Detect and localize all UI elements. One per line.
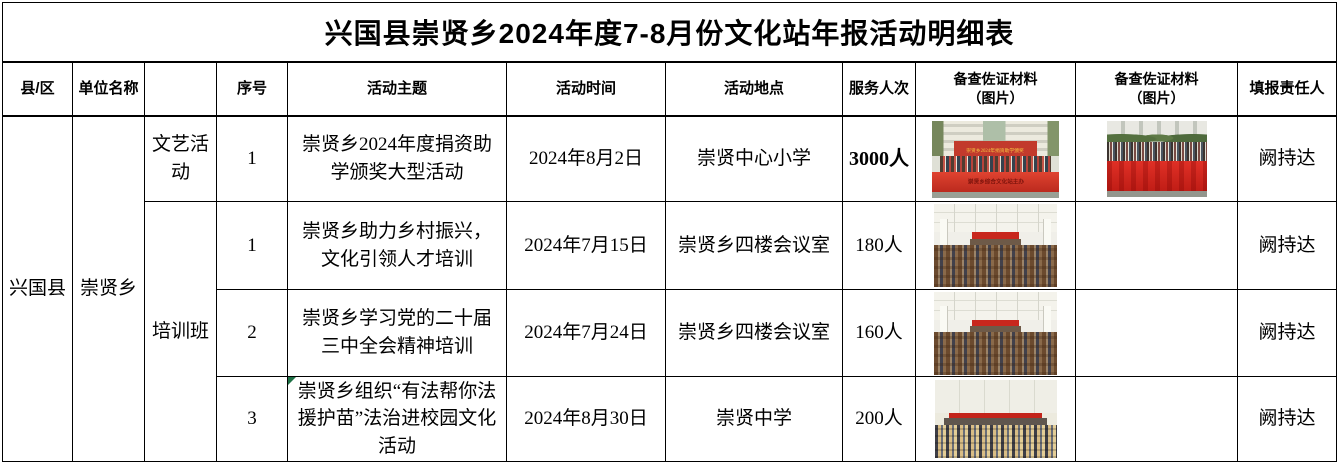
photo-red-banner [972, 232, 1019, 239]
col-header-county: 县/区 [2, 61, 73, 117]
page-title: 兴国县崇贤乡2024年度7-8月份文化站年报活动明细表 [1, 2, 1338, 63]
cell-time: 2024年8月30日 [506, 376, 666, 462]
cell-serial: 1 [216, 201, 288, 290]
photo-ground-layer [1106, 190, 1207, 197]
photo-ceiling-layer [934, 204, 1057, 233]
award-ceremony-photo: 崇贤乡2024年捐资助学颁奖 崇贤乡综合文化站主办 [932, 120, 1059, 198]
cell-unit-name: 崇贤乡 [72, 115, 145, 462]
cell-theme: 崇贤乡学习党的二十届三中全会精神培训 [287, 289, 507, 377]
photo-column-right [1043, 218, 1051, 271]
photo-red-stage: 崇贤乡综合文化站主办 [932, 172, 1059, 193]
photo-column-left [940, 218, 948, 271]
cell-location: 崇贤乡四楼会议室 [665, 201, 843, 290]
photo-head-table [969, 238, 1022, 245]
cell-location: 崇贤中心小学 [665, 115, 843, 202]
evidence-header-line2: （图片） [1128, 90, 1185, 106]
cell-attendance: 180人 [842, 201, 916, 290]
cell-serial: 3 [216, 376, 288, 462]
outdoor-crowd-photo [1106, 121, 1207, 197]
cell-evidence-2 [1075, 115, 1238, 202]
table-row: 培训班 1 崇贤乡助力乡村振兴，文化引领人才培训 2024年7月15日 崇贤乡四… [3, 201, 1338, 462]
cell-evidence-2 [1075, 289, 1238, 377]
header-row: 县/区 单位名称 序号 活动主题 活动时间 活动地点 服务人次 备查佐证材料 （… [2, 61, 1338, 117]
cell-category-training: 培训班 [144, 201, 217, 462]
cell-evidence-1 [915, 289, 1076, 377]
theme-text: 崇贤乡组织“有法帮你法援护苗”法治进校园文化活动 [297, 380, 497, 457]
school-auditorium-photo [934, 380, 1057, 458]
cell-evidence-1: 崇贤乡2024年捐资助学颁奖 崇贤乡综合文化站主办 [915, 115, 1076, 202]
excel-error-triangle-icon [288, 377, 296, 385]
cell-serial: 2 [216, 289, 288, 377]
photo-backdrop-text: 崇贤乡2024年捐资助学颁奖 [966, 148, 1025, 154]
cell-time: 2024年7月15日 [506, 201, 666, 290]
photo-audience-layer [934, 332, 1057, 375]
cell-county: 兴国县 [2, 115, 73, 462]
cell-location: 崇贤中学 [665, 376, 843, 462]
cell-location: 崇贤乡四楼会议室 [665, 289, 843, 377]
cell-evidence-2 [1075, 201, 1238, 290]
cell-attendance: 160人 [842, 289, 916, 377]
col-header-time: 活动时间 [506, 61, 666, 117]
col-header-unit-name: 单位名称 [72, 61, 145, 117]
photo-crowd-layer [1106, 142, 1207, 166]
photo-ceiling-layer [934, 291, 1057, 320]
col-header-attendance: 服务人次 [842, 61, 916, 117]
photo-column-left [940, 306, 948, 358]
photo-red-banner [949, 412, 1042, 419]
cell-reporter: 阙持达 [1236, 115, 1338, 202]
col-header-evidence-1: 备查佐证材料 （图片） [915, 61, 1076, 117]
photo-audience-layer [934, 244, 1057, 287]
cell-evidence-2 [1075, 376, 1238, 462]
cell-evidence-1 [915, 201, 1076, 290]
cell-theme: 崇贤乡2024年度捐资助学颁奖大型活动 [287, 115, 507, 202]
evidence-header-line1: 备查佐证材料 [1114, 71, 1199, 88]
col-header-category [144, 61, 217, 117]
cell-category-art: 文艺活动 [144, 115, 217, 202]
cell-theme: 崇贤乡组织“有法帮你法援护苗”法治进校园文化活动 [287, 376, 507, 462]
photo-ceiling-layer [934, 380, 1057, 413]
col-header-theme: 活动主题 [287, 61, 507, 117]
cell-reporter: 阙持达 [1236, 289, 1338, 377]
title-row: 兴国县崇贤乡2024年度7-8月份文化站年报活动明细表 [1, 2, 1338, 63]
photo-red-banner [972, 319, 1019, 327]
evidence-header-line1: 备查佐证材料 [953, 71, 1038, 88]
table-row: 3 崇贤乡组织“有法帮你法援护苗”法治进校园文化活动 2024年8月30日 崇贤… [3, 376, 1338, 462]
cell-time: 2024年8月2日 [506, 115, 666, 202]
col-header-evidence-2: 备查佐证材料 （图片） [1075, 61, 1238, 117]
evidence-header-line2: （图片） [967, 90, 1024, 106]
photo-head-table [969, 326, 1022, 333]
cell-evidence-1 [915, 376, 1076, 462]
cell-theme: 崇贤乡助力乡村振兴，文化引领人才培训 [287, 201, 507, 290]
photo-stage-layer [944, 418, 1047, 426]
table-row: 兴国县 崇贤乡 文艺活动 1 崇贤乡2024年度捐资助学颁奖大型活动 2024年… [2, 115, 1338, 462]
photo-red-tables [1106, 161, 1207, 191]
col-header-location: 活动地点 [665, 61, 843, 117]
cell-reporter: 阙持达 [1236, 376, 1338, 462]
photo-crowd-layer [939, 155, 1052, 175]
cell-time: 2024年7月24日 [506, 289, 666, 377]
cell-serial: 1 [216, 115, 288, 202]
photo-column-right [1043, 306, 1051, 358]
col-header-reporter: 填报责任人 [1236, 61, 1338, 117]
meeting-room-photo [934, 204, 1057, 287]
col-header-serial: 序号 [216, 61, 288, 117]
cell-reporter: 阙持达 [1236, 201, 1338, 290]
cell-attendance: 3000人 [842, 115, 916, 202]
cell-attendance: 200人 [842, 376, 916, 462]
photo-ground-layer [932, 192, 1059, 198]
table-row: 2 崇贤乡学习党的二十届三中全会精神培训 2024年7月24日 崇贤乡四楼会议室… [3, 289, 1338, 377]
photo-stage-text: 崇贤乡综合文化站主办 [967, 178, 1024, 185]
photo-trees-layer [1106, 127, 1207, 147]
meeting-room-photo [934, 291, 1057, 375]
photo-students-layer [934, 425, 1057, 458]
